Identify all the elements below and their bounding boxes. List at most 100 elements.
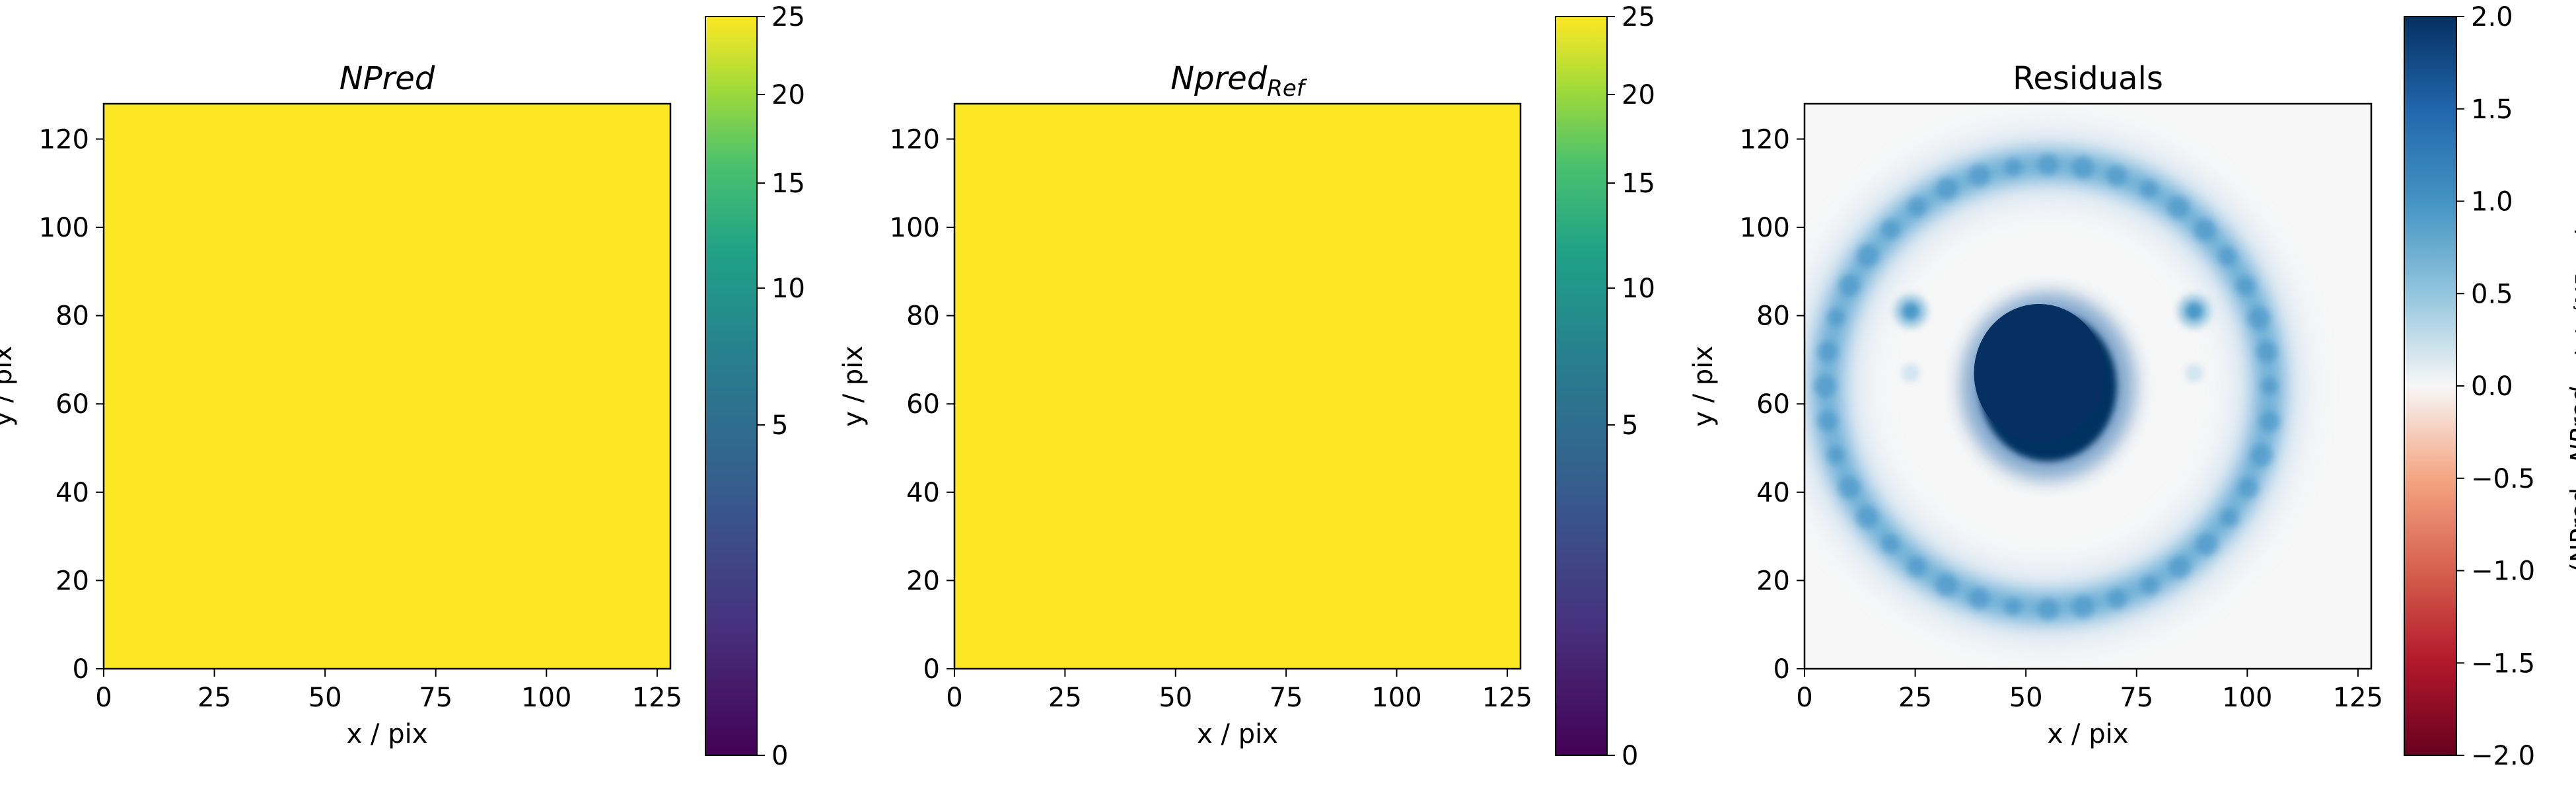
chart-title: NPred [340,60,435,97]
y-axis-label: y / pix [838,346,869,427]
x-tick-label: 125 [2333,683,2383,713]
ring-bead [2037,154,2059,175]
ring-bead [1907,197,1927,217]
ring-bead [2196,533,2218,556]
y-tick-label: 60 [1756,389,1790,420]
ring-bead [2140,576,2159,595]
y-tick-label: 20 [1756,566,1790,596]
colorbar-tick-label: 25 [771,2,805,32]
x-tick-label: 25 [197,683,231,713]
axes-frame [953,102,1522,670]
colorbar-tick-label: 20 [771,80,805,110]
ring-bead [2004,158,2022,176]
colorbar-tick-label: −1.0 [2471,556,2535,587]
ring-bead [2238,477,2258,498]
y-tick-label: 0 [73,654,89,685]
x-tick-label: 50 [2009,683,2043,713]
residual-spot [1901,301,1920,321]
colorbar-frame [705,16,758,756]
ring-bead [1817,410,1838,432]
colorbar-tick-label: −1.5 [2471,648,2535,679]
y-tick-label: 40 [906,478,940,508]
heatmap-image [1805,104,2371,669]
y-tick-label: 20 [906,566,940,596]
ring-bead [1817,341,1838,362]
x-tick-label: 0 [1796,683,1812,713]
colorbar: −2.0 −1.5 −1.0 −0.5 0.0 0.5 1.0 1.5 2.0 (NPred - … [2404,2,2576,771]
ring-bead [2256,341,2277,363]
colorbar-gradient [705,17,757,755]
colorbar-tick-label: 5 [771,410,788,441]
ring-bead [1838,274,1861,297]
colorbar-label-part: NPred [2571,230,2576,306]
ring-bead [2037,599,2059,621]
colorbar: 0 5 10 15 20 25 [705,2,805,771]
y-tick-label: 60 [55,389,89,420]
x-tick-label: 125 [1482,683,1532,713]
y-tick-label: 20 [55,566,89,596]
x-axis-label: x / pix [1197,719,1278,749]
ring-bead [2259,410,2281,432]
ring-bead [1856,245,1879,267]
colorbar-label-part: ) / [2571,322,2576,356]
y-tick-label: 0 [923,654,940,685]
axes-frame [102,102,672,670]
y-tick-label: 120 [890,124,940,155]
colorbar-tick-label: 2.0 [2471,2,2513,32]
chart-title-main: NPred [340,60,435,97]
y-tick-label: 80 [906,301,940,332]
colorbar-tick-label: 0 [771,741,788,771]
x-tick-label: 75 [1270,683,1303,713]
ring-bead [2004,598,2022,616]
ring-bead [2106,165,2127,186]
x-axis-label: x / pix [347,719,428,749]
y-tick-label: 40 [1756,478,1790,508]
ring-bead [1968,587,1990,609]
colorbar-tick-label: 0 [1622,741,1638,771]
colorbar-tick-label: 15 [1622,169,1655,199]
x-tick-label: 25 [1048,683,1082,713]
ring-bead [1968,165,1990,186]
x-tick-label: 100 [1371,683,1421,713]
y-tick-label: 40 [55,478,89,508]
colorbar-label-part: NPred [2565,387,2576,463]
ring-bead [2260,377,2278,395]
y-tick-label: 120 [1740,124,1790,155]
colorbar-tick-label: −2.0 [2471,741,2535,771]
y-tick-label: 0 [1773,654,1790,685]
chart-title-main: Residuals [2013,60,2163,97]
ring-bead [1827,309,1845,327]
ring-bead [2250,444,2273,467]
ring-bead [2220,508,2239,527]
colorbar-frame [1555,16,1608,756]
x-axis-label: x / pix [2048,719,2129,749]
chart-title: NpredRef [1170,60,1308,102]
colorbar-gradient [1556,17,1607,755]
x-tick-label: 100 [521,683,571,713]
faint-spot [2184,363,2203,383]
ring-bead [2139,180,2159,198]
ring-bead [2107,588,2128,609]
x-tick-label: 0 [95,683,112,713]
colorbar-tick-label: 20 [1622,80,1655,110]
axes-frame [1803,102,2373,670]
central-blob-core [1974,303,2104,442]
y-tick-label: 60 [906,389,940,420]
y-tick-label: 100 [1740,213,1790,243]
ring-bead [1935,177,1958,200]
y-tick-label: 80 [55,301,89,332]
ring-bead [1935,574,1958,597]
x-tick-label: 75 [2120,683,2153,713]
x-tick-label: 50 [1159,683,1192,713]
x-tick-label: 50 [308,683,342,713]
chart-title: Residuals [2013,60,2163,97]
heatmap-image [104,104,670,669]
ring-bead [1838,476,1860,499]
ring-bead [1880,219,1900,239]
ring-bead [1826,445,1845,465]
ring-bead [1856,506,1878,529]
chart-title-main: Npred [1170,60,1268,97]
ring-bead [2071,595,2094,619]
y-tick-label: 100 [39,213,89,243]
